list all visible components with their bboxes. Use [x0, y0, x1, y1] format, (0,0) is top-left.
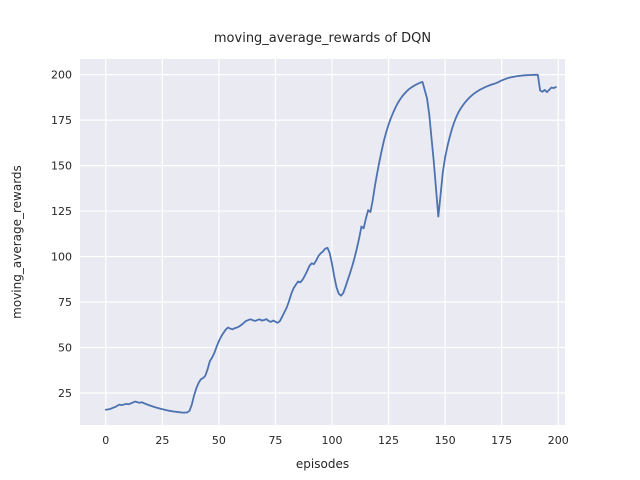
- x-tick-label: 150: [435, 434, 456, 447]
- series-line-dqn: [104, 73, 557, 414]
- x-tick-label: 75: [268, 434, 282, 447]
- y-tick-label: 75: [58, 296, 72, 309]
- x-tick-label: 100: [322, 434, 343, 447]
- x-tick-label: 0: [102, 434, 109, 447]
- y-tick-label: 25: [58, 387, 72, 400]
- x-tick-label: 125: [378, 434, 399, 447]
- x-tick-label: 200: [548, 434, 569, 447]
- y-tick-label: 125: [51, 205, 72, 218]
- chart-title: moving_average_rewards of DQN: [213, 31, 432, 46]
- plot-area: [80, 59, 565, 425]
- y-tick-label: 150: [51, 160, 72, 173]
- y-axis-label-wrap: moving_average_rewards: [0, 59, 34, 425]
- x-axis-label: episodes: [295, 457, 350, 471]
- y-tick-label: 100: [51, 251, 72, 264]
- y-tick-label: 175: [51, 114, 72, 127]
- y-axis-label: moving_average_rewards: [10, 165, 25, 319]
- x-tick-label: 50: [212, 434, 226, 447]
- x-tick-label: 25: [155, 434, 169, 447]
- x-tick-label: 175: [491, 434, 512, 447]
- y-tick-label: 200: [51, 69, 72, 82]
- y-tick-label: 50: [58, 342, 72, 355]
